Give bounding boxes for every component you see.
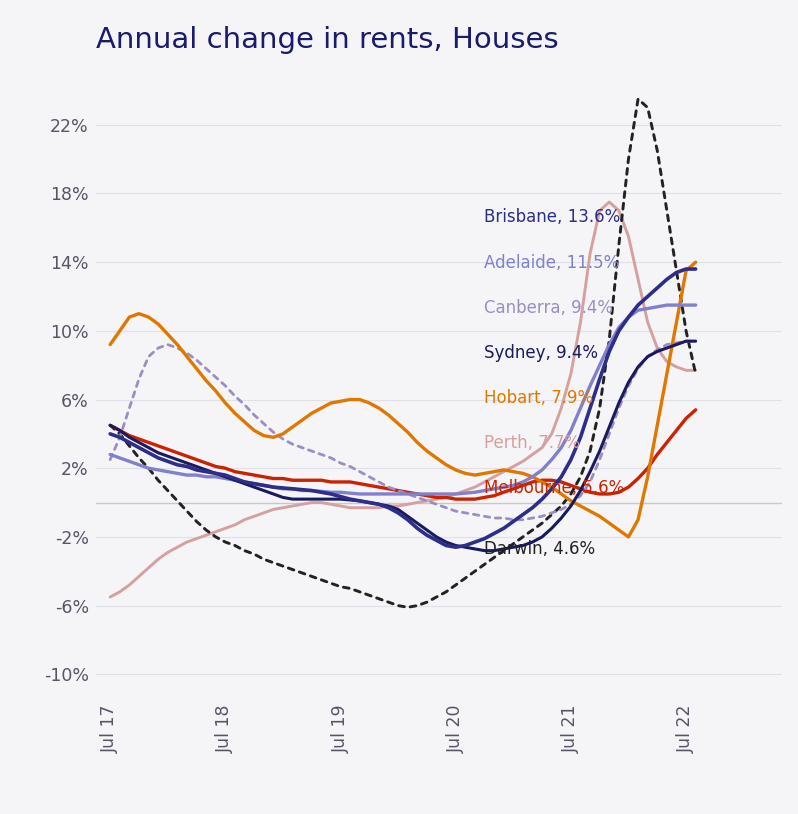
Text: Brisbane, 13.6%: Brisbane, 13.6%	[484, 208, 620, 226]
Text: Adelaide, 11.5%: Adelaide, 11.5%	[484, 253, 618, 272]
Text: Annual change in rents, Houses: Annual change in rents, Houses	[96, 26, 559, 55]
Text: Darwin, 4.6%: Darwin, 4.6%	[484, 540, 595, 558]
Text: Canberra, 9.4%: Canberra, 9.4%	[484, 299, 613, 317]
Text: Perth, 7.7%: Perth, 7.7%	[484, 434, 579, 452]
Text: Hobart, 7.9%: Hobart, 7.9%	[484, 389, 593, 407]
Text: Sydney, 9.4%: Sydney, 9.4%	[484, 344, 598, 361]
Text: Melbourne, 5.6%: Melbourne, 5.6%	[484, 479, 624, 497]
